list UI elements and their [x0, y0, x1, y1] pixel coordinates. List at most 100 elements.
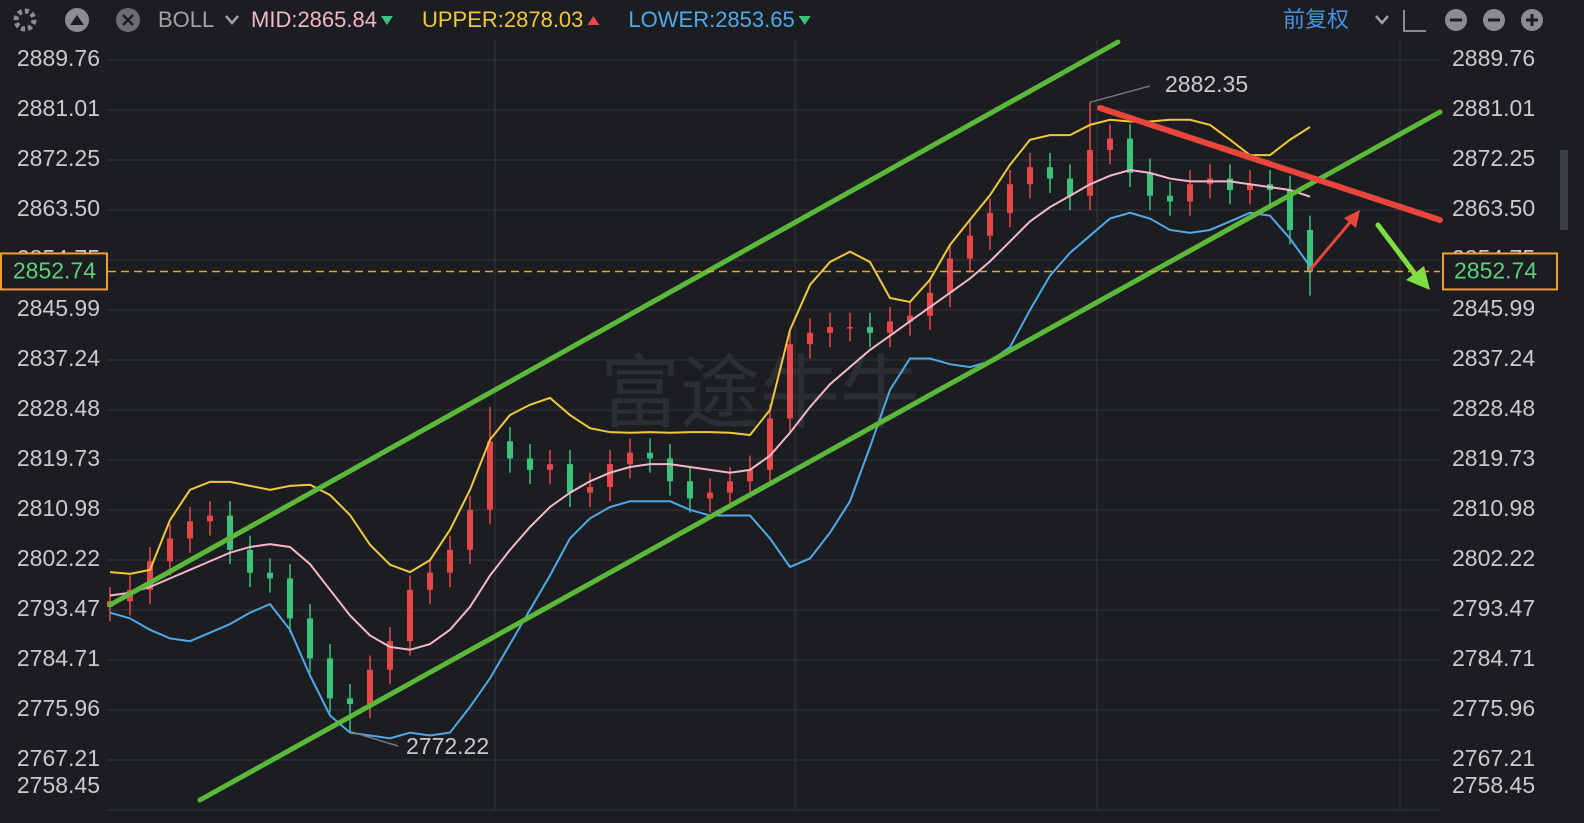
y-tick-label: 2889.76: [17, 45, 100, 71]
candle-body: [787, 344, 793, 419]
scrollbar[interactable]: [1560, 150, 1568, 230]
candle-body: [267, 572, 273, 579]
candle-body: [207, 515, 213, 522]
candle-body: [1127, 138, 1133, 173]
candle-body: [667, 458, 673, 482]
candle-body: [307, 618, 313, 659]
candle-body: [547, 464, 553, 470]
y-tick-label: 2802.22: [17, 545, 100, 571]
y2-tick-label: 2845.99: [1452, 295, 1535, 321]
legend: MID:2865.84 UPPER:2878.03 LOWER:2853.65: [251, 7, 811, 32]
candle-body: [1167, 195, 1173, 202]
candle-body: [1247, 184, 1253, 190]
y-tick-label: 2758.45: [17, 772, 100, 798]
candle-body: [287, 578, 293, 619]
candle-body: [347, 698, 353, 705]
candle-body: [527, 458, 533, 470]
adjustment-label[interactable]: 前复权: [1283, 7, 1349, 32]
toolbar: BOLL MID:2865.84 UPPER:2878.03 LOWER:2853.…: [13, 7, 1543, 32]
down-arrow: [1375, 222, 1421, 281]
y2-tick-label: 2819.73: [1452, 445, 1535, 471]
y2-tick-label: 2810.98: [1452, 495, 1535, 521]
indicator-name[interactable]: BOLL: [158, 7, 214, 32]
candle-body: [887, 321, 893, 333]
y2-tick-label: 2775.96: [1452, 695, 1535, 721]
candle-body: [1307, 229, 1313, 272]
candle-body: [587, 487, 593, 493]
low-pointer: [349, 730, 399, 747]
legend-entry: LOWER:2853.65: [628, 7, 794, 32]
candle-body: [167, 538, 173, 562]
bollinger-band: [109, 168, 1311, 651]
candle-body: [1287, 189, 1293, 230]
candle-body: [147, 561, 153, 590]
candle-body: [1007, 184, 1013, 213]
y-tick-label: 2793.47: [17, 595, 100, 621]
candle-body: [1047, 167, 1053, 179]
high-pointer: [1089, 85, 1151, 104]
y2-tick-label: 2767.21: [1452, 745, 1535, 771]
y-tick-label: 2863.50: [17, 195, 100, 221]
y-tick-label: 2775.96: [17, 695, 100, 721]
candle-body: [607, 464, 613, 488]
candle-body: [247, 549, 253, 573]
last-price-box: [1442, 252, 1558, 291]
candle-body: [727, 481, 733, 493]
candle-body: [367, 669, 373, 705]
lower-trendline: [197, 109, 1443, 803]
y-tick-label: 2845.99: [17, 295, 100, 321]
candle-body: [487, 441, 493, 510]
y2-tick-label: 2828.48: [1452, 395, 1535, 421]
indicator-dropdown[interactable]: [225, 15, 239, 25]
y-tick-label: 2837.24: [17, 345, 100, 371]
candle-body: [447, 549, 453, 573]
candle-body: [827, 327, 833, 333]
candle-body: [1227, 178, 1233, 190]
candle-body: [187, 521, 193, 539]
legend-entry: MID:2865.84: [251, 7, 377, 32]
y2-tick-label: 2889.76: [1452, 45, 1535, 71]
axis-icon[interactable]: [1403, 10, 1426, 32]
y-tick-label: 2819.73: [17, 445, 100, 471]
candle-body: [227, 515, 233, 550]
y-tick-label: 2767.21: [17, 745, 100, 771]
y2-tick-label: 2881.01: [1452, 95, 1535, 121]
settings-icon[interactable]: [13, 8, 37, 32]
adjustment-dropdown[interactable]: [1375, 15, 1389, 25]
candle-body: [847, 327, 853, 329]
legend-trend-icon: [587, 16, 600, 25]
candle-body: [1187, 184, 1193, 202]
y2-tick-label: 2802.22: [1452, 545, 1535, 571]
up-arrow-head: [1344, 210, 1360, 228]
candle-body: [507, 441, 513, 459]
candle-body: [987, 212, 993, 236]
last-price-box: [0, 252, 108, 291]
grid: 2889.76 2889.76 2881.01 2881.01 2872.25 2872.…: [17, 45, 1535, 811]
candle-body: [707, 492, 713, 499]
candle-body: [567, 464, 573, 493]
y-tick-label: 2810.98: [17, 495, 100, 521]
y2-tick-label: 2784.71: [1452, 645, 1535, 671]
candle-body: [867, 327, 873, 333]
upper-trendline: [107, 39, 1121, 608]
candle-body: [767, 418, 773, 470]
candle-body: [967, 235, 973, 259]
close-cross: [122, 14, 134, 26]
y2-tick-label: 2872.25: [1452, 145, 1535, 171]
candle-body: [747, 469, 753, 482]
y-tick-label: 2872.25: [17, 145, 100, 171]
candle-body: [687, 481, 693, 499]
candle-body: [927, 292, 933, 316]
legend-entry: UPPER:2878.03: [422, 7, 583, 32]
candle-body: [947, 258, 953, 293]
candle-body: [1147, 172, 1153, 196]
up-arrow: [1308, 218, 1354, 272]
y2-tick-label: 2837.24: [1452, 345, 1535, 371]
candle-body: [387, 641, 393, 670]
bollinger-band: [109, 118, 1311, 575]
y2-tick-label: 2758.45: [1452, 772, 1535, 798]
overlay: 2882.35 2772.22 2852.74 2852.74: [0, 71, 1558, 759]
trend-drawings: [107, 39, 1443, 803]
candle-body: [407, 589, 413, 642]
